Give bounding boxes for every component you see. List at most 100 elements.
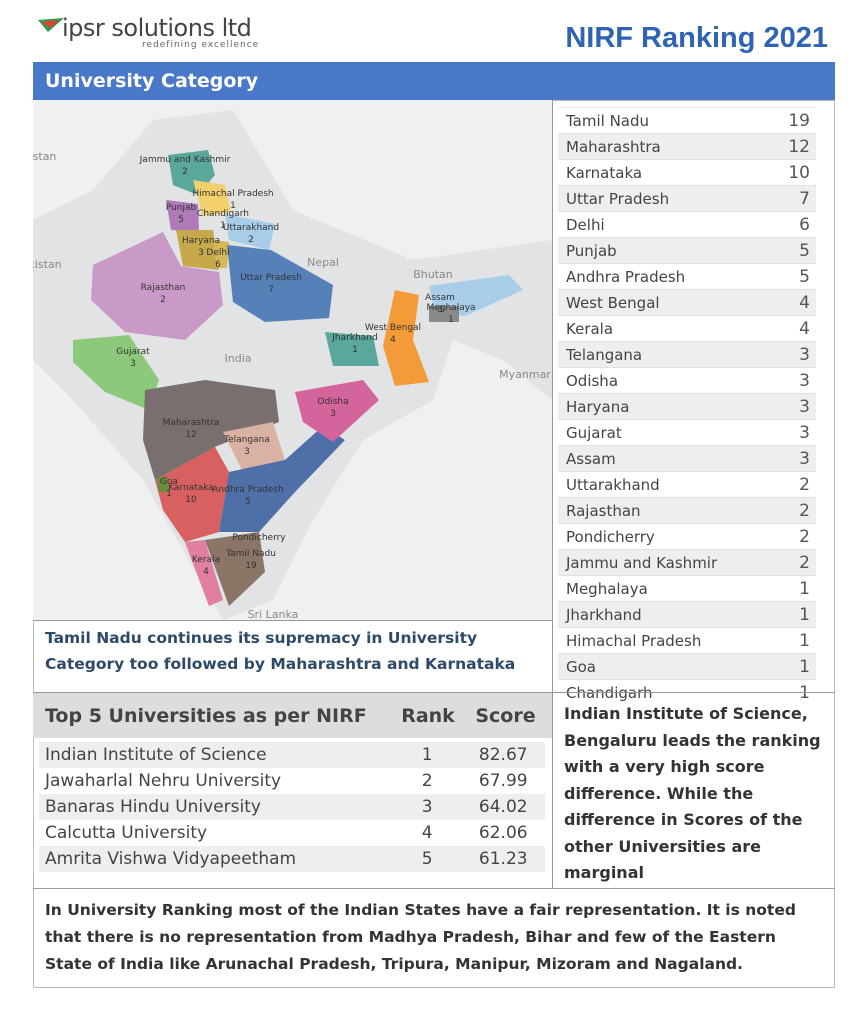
region-count: 1 <box>352 345 358 355</box>
divider <box>552 100 553 888</box>
list-row: Tamil Nadu 19 <box>558 107 816 133</box>
state-name: Maharashtra <box>566 137 661 156</box>
region-count: 3 <box>130 359 136 369</box>
table-row: Calcutta University 4 62.06 <box>39 820 545 846</box>
region-count: 1 <box>230 201 236 211</box>
region-count: 1 <box>220 221 226 231</box>
table-body: Indian Institute of Science 1 82.67 Jawahar… <box>33 742 552 872</box>
state-name: Meghalaya <box>566 579 648 598</box>
state-name: Uttar Pradesh <box>566 189 670 208</box>
footer-note: In University Ranking most of the Indian… <box>33 888 835 988</box>
state-count-list: Tamil Nadu 19 Maharashtra 12 Karnataka 10 Utta… <box>558 107 816 705</box>
column-header: Rank <box>401 704 455 727</box>
state-count: 1 <box>799 656 810 677</box>
rank: 1 <box>421 745 433 765</box>
list-row: Uttar Pradesh 7 <box>558 185 816 211</box>
list-row: Rajasthan 2 <box>558 497 816 523</box>
university-name: Banaras Hindu University <box>45 797 261 817</box>
region-name: Goa <box>160 477 178 487</box>
state-count: 1 <box>799 604 810 625</box>
list-row: Goa 1 <box>558 653 816 679</box>
region-name: Delhi <box>206 248 229 258</box>
region-name: Tamil Nadu <box>225 549 276 559</box>
state-name: Punjab <box>566 241 617 260</box>
place-label: India <box>225 352 252 365</box>
list-row: Gujarat 3 <box>558 419 816 445</box>
state-count: 5 <box>799 240 810 261</box>
region-count: 5 <box>178 215 184 225</box>
column-header: Score <box>475 704 536 727</box>
region-count: 1 <box>448 315 454 325</box>
map-caption: Tamil Nadu continues its supremacy in Un… <box>33 620 552 692</box>
university-name: Jawaharlal Nehru University <box>45 771 282 791</box>
university-name: Amrita Vishwa Vidyapeetham <box>45 849 297 869</box>
university-name: Calcutta University <box>45 823 208 843</box>
score: 82.67 <box>478 745 528 765</box>
table-header: Top 5 Universities as per NIRF Rank Scor… <box>33 693 552 738</box>
score: 61.23 <box>478 849 528 869</box>
region-count: 3 <box>330 409 336 419</box>
region-count: 2 <box>248 235 254 245</box>
state-count: 4 <box>799 292 810 313</box>
state-name: Jammu and Kashmir <box>566 553 718 572</box>
region-count: 10 <box>185 495 197 505</box>
region-count: 3 <box>437 305 443 315</box>
list-row: Meghalaya 1 <box>558 575 816 601</box>
region-name: Assam <box>425 293 455 303</box>
region-name: Jammu and Kashmir <box>139 155 231 165</box>
state-count: 2 <box>799 474 810 495</box>
state-name: Delhi <box>566 215 605 234</box>
state-count: 2 <box>799 552 810 573</box>
state-count: 3 <box>799 422 810 443</box>
list-row: Andhra Pradesh 5 <box>558 263 816 289</box>
state-count: 6 <box>799 214 810 235</box>
state-count: 2 <box>799 526 810 547</box>
state-name: West Bengal <box>566 293 660 312</box>
state-count: 4 <box>799 318 810 339</box>
list-row: Haryana 3 <box>558 393 816 419</box>
list-row: Maharashtra 12 <box>558 133 816 159</box>
region-name: Karnataka <box>168 483 214 493</box>
region-name: Punjab <box>166 203 197 213</box>
state-count: 1 <box>799 578 810 599</box>
list-row: Odisha 3 <box>558 367 816 393</box>
state-name: Goa <box>566 657 596 676</box>
region-count: 7 <box>268 285 274 295</box>
state-name: Andhra Pradesh <box>566 267 686 286</box>
state-name: Rajasthan <box>566 501 641 520</box>
table-row: Indian Institute of Science 1 82.67 <box>39 742 545 768</box>
region-name: Uttar Pradesh <box>240 273 302 283</box>
state-count: 10 <box>788 162 810 183</box>
state-count: 3 <box>799 396 810 417</box>
region-count: 4 <box>390 335 396 345</box>
section-bar: University Category <box>33 62 835 100</box>
region-name: Jharkhand <box>331 333 377 343</box>
region-name: Meghalaya <box>426 303 475 313</box>
note: Indian Institute of Science, Bengaluru l… <box>552 692 835 888</box>
state-name: Pondicherry <box>566 527 655 546</box>
page-title: NIRF Ranking 2021 <box>565 22 828 54</box>
rank: 5 <box>421 849 433 869</box>
region-count: 3 <box>198 248 204 258</box>
state-name: Gujarat <box>566 423 622 442</box>
region-count: 2 <box>182 167 188 177</box>
list-row: Jammu and Kashmir 2 <box>558 549 816 575</box>
region-name: Odisha <box>317 397 348 407</box>
region-count: 12 <box>185 430 196 440</box>
state-count: 5 <box>799 266 810 287</box>
university-name: Indian Institute of Science <box>45 745 267 765</box>
place-label: kistan <box>33 258 62 271</box>
table-row: Banaras Hindu University 3 64.02 <box>39 794 545 820</box>
region-name: West Bengal <box>365 323 421 333</box>
logo-mark <box>38 18 64 32</box>
list-row: West Bengal 4 <box>558 289 816 315</box>
score: 64.02 <box>478 797 528 817</box>
state-name: Uttarakhand <box>566 475 660 494</box>
state-name: Haryana <box>566 397 630 416</box>
list-row: Kerala 4 <box>558 315 816 341</box>
score: 62.06 <box>478 823 528 843</box>
region-count: 2 <box>160 295 166 305</box>
score: 67.99 <box>478 771 528 791</box>
table-row: Amrita Vishwa Vidyapeetham 5 61.23 <box>39 846 545 872</box>
